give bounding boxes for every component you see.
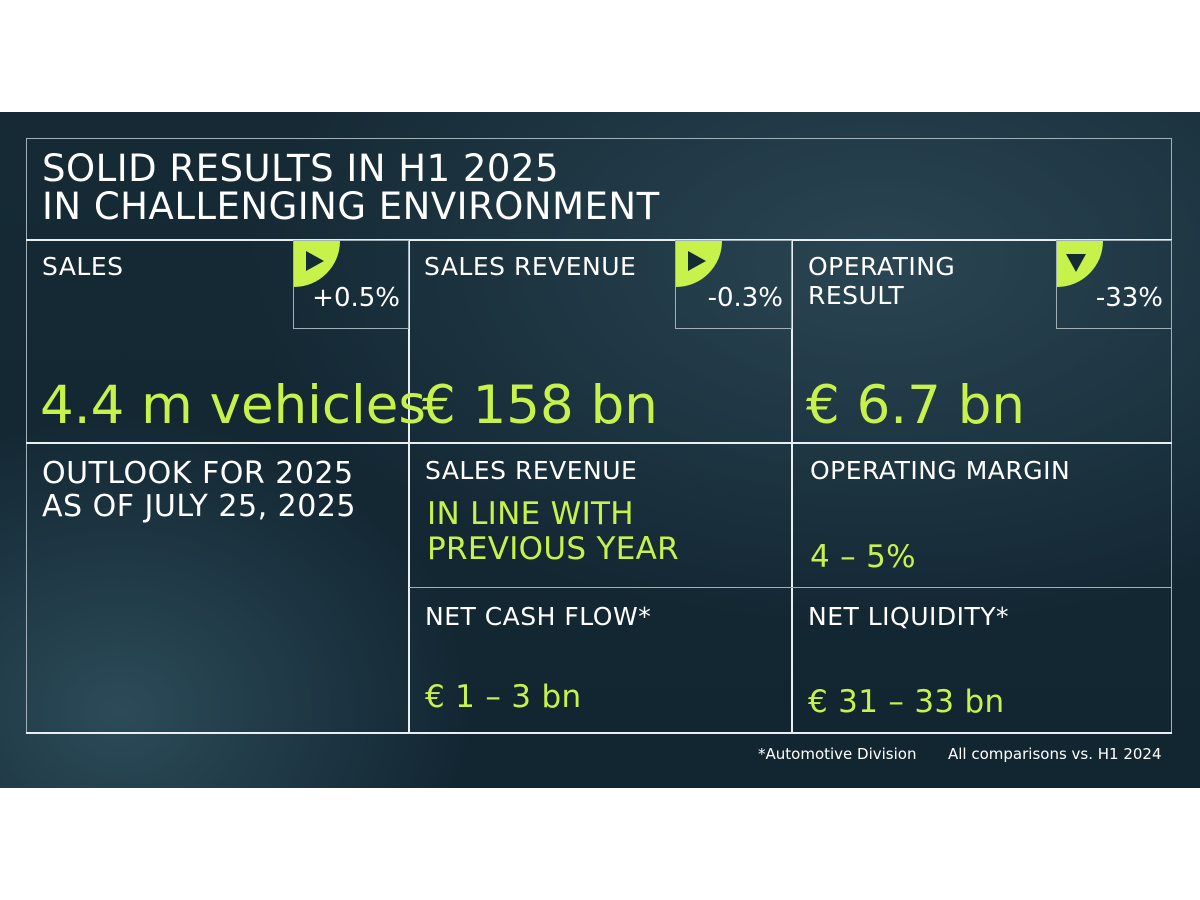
footnote-division: *Automotive Division bbox=[758, 745, 917, 763]
kpi-revenue-change-badge: -0.3% bbox=[675, 240, 792, 329]
kpi-operating-result-label: OPERATING RESULT bbox=[808, 252, 955, 310]
divider-col-1 bbox=[408, 239, 410, 734]
outlook-revenue-value-line-1: IN LINE WITH bbox=[427, 496, 634, 532]
outlook-heading-line-2: AS OF JULY 25, 2025 bbox=[42, 489, 356, 524]
divider-middle bbox=[26, 442, 1172, 444]
outlook-margin-label: OPERATING MARGIN bbox=[810, 456, 1071, 485]
kpi-operating-result-label-line-2: RESULT bbox=[808, 281, 905, 310]
kpi-revenue-value: € 158 bn bbox=[422, 375, 658, 436]
divider-col-2 bbox=[791, 239, 793, 734]
slide-title: SOLID RESULTS IN H1 2025 IN CHALLENGING … bbox=[42, 150, 660, 226]
outlook-liquidity-value: € 31 – 33 bn bbox=[808, 684, 1005, 720]
outlook-cash-flow-value: € 1 – 3 bn bbox=[425, 679, 582, 715]
divider-top bbox=[26, 239, 1172, 241]
triangle-right-icon bbox=[688, 251, 706, 271]
outlook-liquidity-label: NET LIQUIDITY* bbox=[808, 602, 1010, 631]
divider-outlook-row bbox=[409, 587, 1172, 588]
outlook-revenue-value-line-2: PREVIOUS YEAR bbox=[427, 531, 679, 567]
kpi-revenue-label: SALES REVENUE bbox=[424, 252, 637, 281]
kpi-sales-label: SALES bbox=[42, 252, 124, 281]
outlook-heading-line-1: OUTLOOK FOR 2025 bbox=[42, 456, 354, 491]
triangle-down-icon bbox=[1066, 254, 1086, 272]
trend-marker bbox=[676, 241, 722, 287]
outlook-cash-flow-label: NET CASH FLOW* bbox=[425, 602, 652, 631]
title-line-2: IN CHALLENGING ENVIRONMENT bbox=[42, 185, 660, 228]
kpi-operating-result-change: -33% bbox=[1095, 283, 1163, 313]
kpi-operating-result-value: € 6.7 bn bbox=[806, 375, 1025, 436]
kpi-sales-change: +0.5% bbox=[312, 283, 400, 313]
kpi-operating-result-label-line-1: OPERATING bbox=[808, 252, 956, 281]
kpi-revenue-change: -0.3% bbox=[707, 283, 783, 313]
kpi-sales-change-badge: +0.5% bbox=[293, 240, 409, 329]
outlook-revenue-value: IN LINE WITH PREVIOUS YEAR bbox=[427, 497, 679, 567]
outlook-margin-value: 4 – 5% bbox=[810, 539, 916, 575]
kpi-sales-value: 4.4 m vehicles bbox=[40, 375, 426, 436]
title-line-1: SOLID RESULTS IN H1 2025 bbox=[42, 147, 560, 190]
triangle-right-icon bbox=[306, 251, 324, 271]
outlook-heading: OUTLOOK FOR 2025 AS OF JULY 25, 2025 bbox=[42, 457, 356, 523]
kpi-operating-result-change-badge: -33% bbox=[1056, 240, 1172, 329]
trend-marker bbox=[1057, 241, 1103, 287]
outlook-revenue-label: SALES REVENUE bbox=[425, 456, 638, 485]
results-slide: SOLID RESULTS IN H1 2025 IN CHALLENGING … bbox=[0, 112, 1200, 788]
footnote-comparison: All comparisons vs. H1 2024 bbox=[948, 745, 1162, 763]
divider-bottom bbox=[26, 732, 1172, 734]
trend-marker bbox=[294, 241, 340, 287]
